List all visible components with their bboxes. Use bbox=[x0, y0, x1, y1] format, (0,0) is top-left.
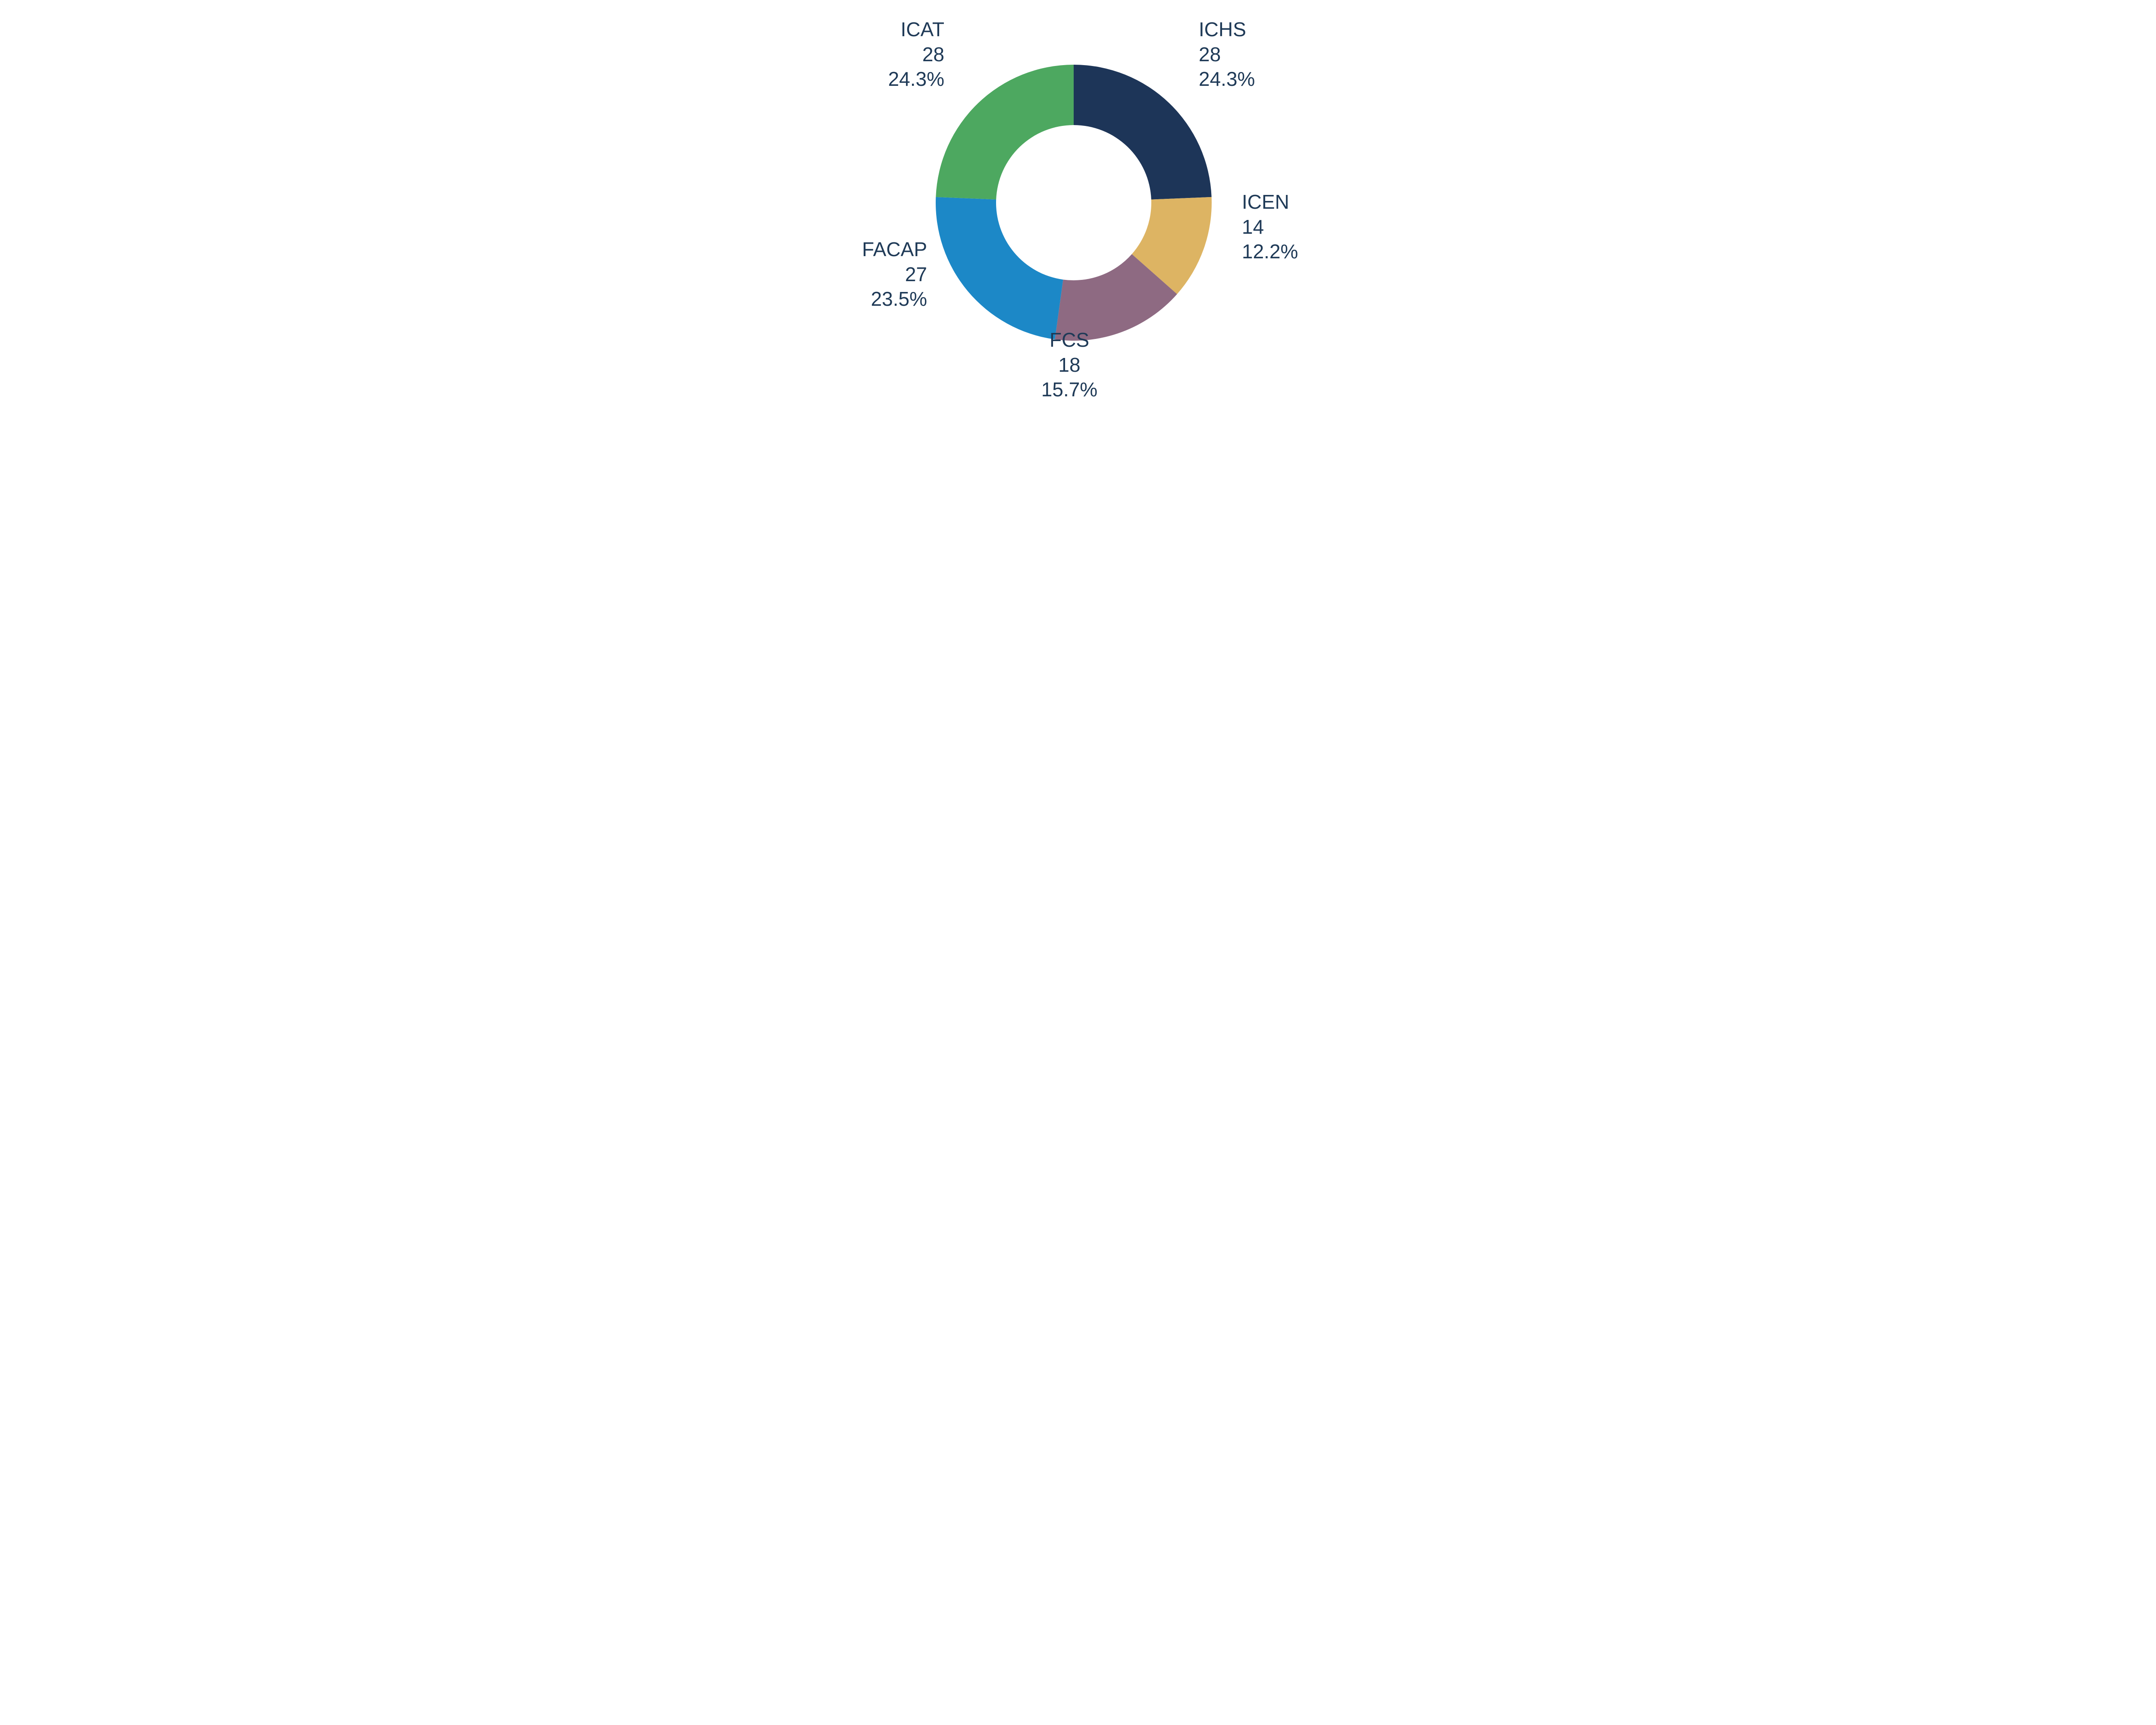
label-ichs: ICHS2824.3% bbox=[1199, 17, 1255, 92]
slice-ichs bbox=[1074, 65, 1212, 200]
label-value: 28 bbox=[1199, 42, 1255, 67]
label-percent: 23.5% bbox=[862, 287, 927, 312]
label-name: FACAP bbox=[862, 237, 927, 262]
label-name: FCS bbox=[1041, 328, 1097, 353]
label-value: 27 bbox=[862, 262, 927, 287]
donut-chart: ICHS2824.3%ICEN1412.2%FCS1815.7%FACAP272… bbox=[793, 0, 1363, 407]
label-facap: FACAP2723.5% bbox=[862, 237, 927, 312]
label-percent: 12.2% bbox=[1242, 239, 1298, 264]
slice-icat bbox=[936, 65, 1074, 200]
label-value: 14 bbox=[1242, 215, 1298, 240]
slice-facap bbox=[936, 197, 1063, 339]
label-percent: 24.3% bbox=[1199, 67, 1255, 92]
label-icen: ICEN1412.2% bbox=[1242, 190, 1298, 264]
label-fcs: FCS1815.7% bbox=[1041, 328, 1097, 402]
label-value: 28 bbox=[888, 42, 944, 67]
label-percent: 15.7% bbox=[1041, 377, 1097, 402]
label-name: ICAT bbox=[888, 17, 944, 42]
label-name: ICHS bbox=[1199, 17, 1255, 42]
label-value: 18 bbox=[1041, 353, 1097, 378]
label-percent: 24.3% bbox=[888, 67, 944, 92]
label-icat: ICAT2824.3% bbox=[888, 17, 944, 92]
label-name: ICEN bbox=[1242, 190, 1298, 215]
